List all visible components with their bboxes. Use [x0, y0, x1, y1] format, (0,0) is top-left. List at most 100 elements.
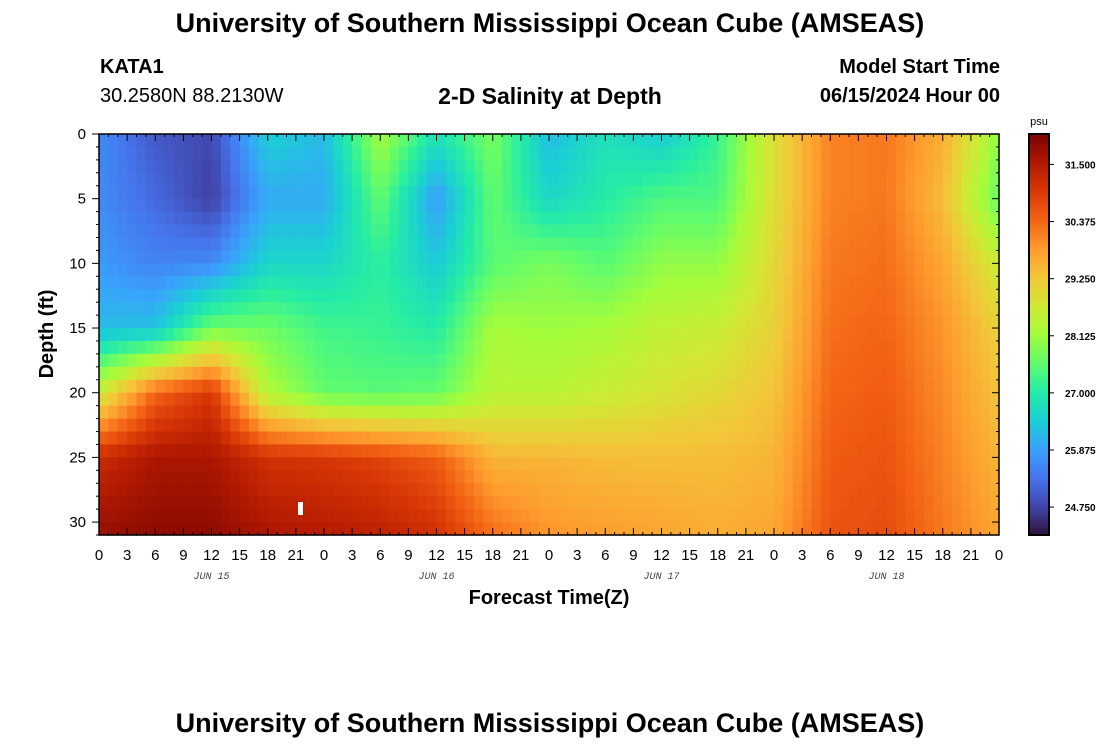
heatmap-cell — [183, 392, 194, 407]
heatmap-cell — [464, 340, 475, 355]
heatmap-cell — [867, 418, 878, 433]
heatmap-cell — [980, 405, 991, 420]
heatmap-cell — [230, 366, 241, 381]
heatmap-cell — [174, 328, 184, 342]
heatmap-cell — [980, 496, 991, 510]
heatmap-cell — [745, 340, 756, 355]
heatmap-cell — [361, 340, 372, 355]
heatmap-cell — [164, 353, 175, 368]
colorbar-segment — [1029, 428, 1049, 433]
heatmap-cell — [492, 366, 503, 381]
heatmap-cell — [370, 418, 381, 433]
heatmap-cell — [736, 405, 747, 420]
heatmap-cell — [745, 289, 756, 303]
heatmap-cell — [202, 483, 213, 497]
heatmap-cell — [192, 457, 203, 471]
heatmap-cell — [305, 237, 316, 252]
heatmap-cell — [117, 496, 128, 510]
heatmap-cell — [614, 483, 625, 497]
heatmap-cell — [680, 159, 691, 174]
heatmap-cell — [642, 172, 653, 187]
heatmap-cell — [399, 366, 409, 381]
heatmap-cell — [755, 198, 766, 213]
heatmap-cell — [708, 366, 719, 381]
heatmap-cell — [952, 457, 963, 471]
heatmap-cell — [445, 224, 456, 239]
heatmap-cell — [633, 276, 644, 290]
heatmap-cell — [811, 289, 822, 303]
heatmap-cell — [127, 509, 138, 523]
heatmap-cell — [295, 315, 306, 329]
heatmap-cell — [483, 211, 494, 226]
heatmap-cell — [736, 509, 747, 523]
heatmap-cell — [830, 379, 841, 394]
heatmap-cell — [689, 340, 700, 355]
heatmap-cell — [155, 444, 166, 458]
heatmap-cell — [867, 328, 878, 342]
heatmap-cell — [539, 353, 550, 368]
heatmap-cell — [633, 237, 644, 252]
heatmap-cell — [249, 211, 259, 226]
heatmap-cell — [774, 431, 784, 446]
heatmap-cell — [174, 198, 184, 213]
heatmap-cell — [230, 185, 241, 200]
heatmap-cell — [858, 483, 869, 497]
heatmap-cell — [408, 134, 419, 148]
heatmap-cell — [436, 224, 447, 239]
heatmap-cell — [249, 315, 259, 329]
heatmap-cell — [924, 509, 934, 523]
heatmap-cell — [642, 509, 653, 523]
heatmap-cell — [933, 159, 944, 174]
heatmap-cell — [277, 146, 288, 161]
heatmap-cell — [820, 353, 831, 368]
heatmap-cell — [549, 496, 559, 510]
heatmap-cell — [774, 379, 784, 394]
heatmap-cell — [417, 483, 428, 497]
heatmap-cell — [511, 457, 522, 471]
heatmap-cell — [305, 224, 316, 239]
heatmap-cell — [942, 353, 953, 368]
heatmap-cell — [258, 315, 269, 329]
colorbar-segment — [1029, 144, 1049, 148]
heatmap-cell — [877, 146, 888, 161]
heatmap-cell — [586, 302, 597, 316]
colorbar-tick-label: 30.375 — [1065, 218, 1096, 229]
heatmap-cell — [961, 522, 972, 536]
heatmap-cell — [164, 315, 175, 329]
heatmap-cell — [389, 302, 400, 316]
heatmap-cell — [914, 315, 925, 329]
heatmap-cell — [427, 418, 438, 433]
heatmap-cell — [427, 470, 438, 484]
heatmap-cell — [830, 470, 841, 484]
heatmap-cell — [399, 276, 409, 290]
colorbar-segment — [1029, 364, 1049, 369]
heatmap-cell — [980, 134, 991, 148]
heatmap-cell — [192, 289, 203, 303]
heatmap-cell — [389, 328, 400, 342]
heatmap-cell — [145, 353, 156, 368]
heatmap-cell — [549, 431, 559, 446]
heatmap-cell — [858, 496, 869, 510]
heatmap-cell — [295, 263, 306, 277]
heatmap-cell — [699, 263, 709, 277]
heatmap-cell — [699, 276, 709, 290]
heatmap-cell — [924, 211, 934, 226]
heatmap-cell — [914, 353, 925, 368]
heatmap-cell — [324, 198, 334, 213]
heatmap-cell — [558, 224, 569, 239]
heatmap-cell — [99, 172, 109, 187]
heatmap-cell — [277, 328, 288, 342]
heatmap-cell — [314, 224, 325, 239]
heatmap-cell — [408, 392, 419, 407]
heatmap-cell — [830, 353, 841, 368]
heatmap-cell — [108, 134, 119, 148]
heatmap-cell — [811, 366, 822, 381]
heatmap-cell — [333, 198, 344, 213]
model-start-label: Model Start Time — [839, 56, 1000, 78]
heatmap-cell — [136, 315, 147, 329]
heatmap-cell — [249, 159, 259, 174]
heatmap-cell — [792, 366, 803, 381]
colorbar-segment — [1029, 381, 1049, 386]
heatmap-cell — [399, 509, 409, 523]
heatmap-cell — [989, 302, 1000, 316]
